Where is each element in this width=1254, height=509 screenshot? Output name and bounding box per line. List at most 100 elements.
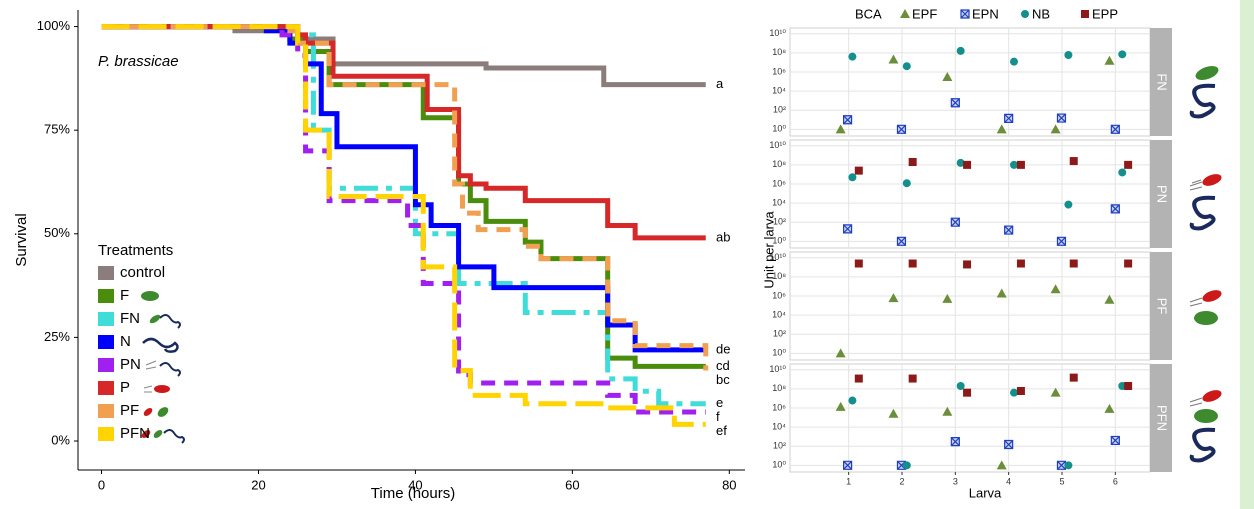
y-tick-label: 10⁰ bbox=[772, 348, 786, 358]
legend-label: PFN bbox=[120, 425, 150, 442]
y-tick-label: 10⁴ bbox=[772, 197, 786, 207]
legend-swatch bbox=[98, 335, 114, 349]
point bbox=[942, 71, 953, 81]
y-tick-label: 10² bbox=[773, 217, 786, 227]
point bbox=[835, 401, 846, 411]
y-tick-label: 10¹⁰ bbox=[769, 252, 786, 262]
point bbox=[1004, 113, 1014, 123]
point bbox=[854, 374, 863, 383]
panel bbox=[789, 251, 1151, 361]
panel bbox=[789, 363, 1151, 473]
point bbox=[1064, 200, 1073, 209]
point bbox=[908, 157, 917, 166]
y-tick-label: 10⁴ bbox=[772, 85, 786, 95]
point bbox=[1004, 225, 1014, 235]
x-tick-label: 5 bbox=[1059, 476, 1064, 486]
point bbox=[950, 217, 960, 227]
y-tick-label: 75% bbox=[44, 122, 70, 137]
facet-icons bbox=[1189, 66, 1222, 463]
point bbox=[902, 62, 911, 71]
facet-label: PFN bbox=[1155, 405, 1170, 431]
x-axis-title: Time (hours) bbox=[371, 485, 455, 502]
point bbox=[1004, 439, 1014, 450]
legend-marker bbox=[1081, 10, 1089, 18]
end-label: f bbox=[716, 409, 720, 424]
point bbox=[956, 381, 965, 390]
end-label: ab bbox=[716, 229, 730, 244]
point bbox=[1050, 124, 1061, 134]
x-tick-label: 6 bbox=[1113, 476, 1118, 486]
point bbox=[843, 460, 853, 470]
y-tick-label: 10⁰ bbox=[772, 460, 786, 470]
point bbox=[1110, 435, 1120, 446]
y-tick-label: 0% bbox=[51, 432, 70, 447]
point bbox=[888, 408, 899, 418]
point bbox=[963, 388, 972, 397]
point bbox=[908, 374, 917, 383]
y-tick-label: 10⁸ bbox=[772, 383, 786, 393]
y-tick-label: 10⁴ bbox=[772, 421, 786, 431]
legend-marker bbox=[1021, 10, 1029, 18]
y-tick-label: 10⁸ bbox=[772, 271, 786, 281]
legend-label: control bbox=[120, 264, 165, 281]
point bbox=[1010, 388, 1018, 397]
y-tick-label: 10² bbox=[773, 441, 786, 451]
legend-icons bbox=[141, 291, 185, 444]
y-tick-label: 10⁶ bbox=[772, 178, 786, 188]
point bbox=[1016, 259, 1025, 268]
survival-line bbox=[101, 24, 706, 353]
point bbox=[1118, 168, 1127, 177]
point bbox=[1110, 204, 1120, 214]
x-tick-label: 3 bbox=[953, 476, 958, 486]
point bbox=[942, 293, 953, 303]
y-tick-label: 10² bbox=[773, 105, 786, 115]
y-tick-label: 10⁶ bbox=[772, 290, 786, 300]
point bbox=[835, 348, 846, 358]
point bbox=[888, 293, 899, 303]
point bbox=[1010, 160, 1018, 169]
point bbox=[1064, 50, 1073, 59]
annotation: P. brassicae bbox=[98, 53, 179, 70]
legend-label: NB bbox=[1032, 6, 1050, 21]
point bbox=[996, 460, 1007, 470]
legend-title: BCA bbox=[855, 6, 882, 21]
y-tick-label: 10⁶ bbox=[772, 402, 786, 412]
facet-label: FN bbox=[1155, 73, 1170, 90]
x-tick-label: 0 bbox=[98, 477, 105, 492]
point bbox=[996, 124, 1007, 134]
legend-swatch bbox=[98, 312, 114, 326]
end-label: e bbox=[716, 395, 723, 410]
point bbox=[942, 406, 953, 416]
legend-label: EPN bbox=[972, 6, 999, 21]
legend-label: N bbox=[120, 333, 131, 350]
point bbox=[896, 236, 907, 246]
point bbox=[1064, 461, 1073, 470]
point bbox=[1104, 55, 1115, 65]
point bbox=[1056, 113, 1067, 123]
point bbox=[1010, 57, 1018, 66]
y-tick-label: 25% bbox=[44, 329, 70, 344]
y-tick-label: 10⁶ bbox=[772, 66, 786, 76]
facet-label: PF bbox=[1155, 298, 1170, 315]
legend-label: PN bbox=[120, 356, 141, 373]
y-tick-label: 10² bbox=[773, 329, 786, 339]
legend-swatch bbox=[98, 266, 114, 280]
point bbox=[848, 396, 857, 405]
x-tick-label: 4 bbox=[1006, 476, 1011, 486]
point bbox=[843, 115, 853, 125]
point bbox=[854, 259, 863, 268]
legend-title: Treatments bbox=[98, 242, 173, 259]
y-axis-title: Survival bbox=[13, 213, 30, 266]
end-label: bc bbox=[716, 372, 730, 387]
point bbox=[902, 461, 911, 470]
point bbox=[854, 166, 863, 175]
point bbox=[1118, 50, 1127, 59]
point bbox=[1069, 259, 1078, 268]
point bbox=[1110, 124, 1120, 134]
facet-label: PN bbox=[1155, 185, 1170, 203]
y-tick-label: 10¹⁰ bbox=[769, 140, 786, 150]
legend-label: EPP bbox=[1092, 6, 1118, 21]
y-axis-title: Unit per larva bbox=[761, 211, 776, 289]
point bbox=[888, 54, 899, 64]
